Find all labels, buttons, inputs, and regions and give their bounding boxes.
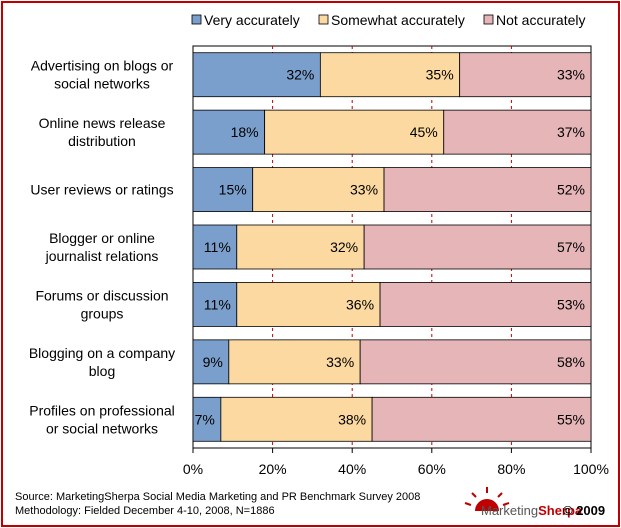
copyright: © 2009: [563, 503, 605, 518]
data-label: 52%: [557, 182, 585, 198]
data-label: 18%: [231, 124, 259, 140]
data-label: 7%: [195, 411, 215, 427]
category-label: blog: [89, 363, 115, 379]
category-label: Profiles on professional: [29, 402, 175, 418]
plot-area: 32% 35% 33% 18% 45% 37% 15% 33% 52% 11% 32% 57% 11% 3…: [192, 45, 592, 449]
bar-segment: [192, 282, 238, 327]
data-label: 38%: [338, 411, 366, 427]
x-tick-label: 80%: [497, 461, 525, 477]
category-labels: Advertising on blogs or social networks On…: [29, 58, 175, 437]
x-tick-label: 20%: [259, 461, 287, 477]
category-label: journalist relations: [45, 248, 159, 264]
legend-swatch: [483, 14, 494, 25]
data-label: 57%: [557, 239, 585, 255]
data-label: 32%: [286, 67, 314, 83]
data-label: 15%: [219, 182, 247, 198]
bar-segment: [264, 109, 445, 155]
x-tick-label: 60%: [418, 461, 446, 477]
legend-label: Not accurately: [496, 12, 585, 28]
bar-segment: [443, 109, 592, 155]
bar-segment: [363, 224, 592, 270]
bar-segment: [192, 339, 230, 385]
data-label: 53%: [557, 296, 585, 312]
source-line: Source: MarketingSherpa Social Media Mar…: [15, 491, 420, 503]
brand-name-part1: Marketing: [481, 503, 538, 518]
methodology-line: Methodology: Fielded December 4-10, 2008…: [15, 505, 275, 517]
category-label: Advertising on blogs or: [31, 58, 174, 74]
category-label: or social networks: [46, 420, 158, 436]
data-label: 37%: [557, 124, 585, 140]
data-label: 9%: [203, 354, 223, 370]
bar-segment: [236, 282, 381, 327]
category-label: Forums or discussion: [35, 287, 168, 303]
data-label: 36%: [346, 296, 374, 312]
bar-segment: [192, 52, 321, 98]
legend: Very accurately Somewhat accurately Not ac…: [191, 12, 585, 28]
data-label: 55%: [557, 411, 585, 427]
legend-label: Somewhat accurately: [331, 12, 465, 28]
legend-label: Very accurately: [204, 12, 300, 28]
category-label: User reviews or ratings: [30, 182, 173, 198]
sun-icon: [464, 487, 510, 511]
data-label: 33%: [326, 354, 354, 370]
legend-swatch: [318, 14, 329, 25]
x-tick-label: 40%: [338, 461, 366, 477]
bar-segment: [236, 224, 365, 270]
bar-segment: [383, 167, 592, 212]
legend-swatch: [191, 14, 202, 25]
data-label: 45%: [410, 124, 438, 140]
x-tick-label: 0%: [183, 461, 203, 477]
svg-text:MarketingSherpa: MarketingSherpa: [481, 503, 583, 518]
category-label: social networks: [54, 76, 150, 92]
data-label: 33%: [350, 182, 378, 198]
x-axis-ticks: 0% 20% 40% 60% 80% 100%: [183, 448, 609, 477]
bar-segment: [371, 396, 592, 442]
bar-segment: [459, 52, 592, 98]
category-label: Online news release: [39, 115, 166, 131]
category-label: Blogging on a company: [29, 345, 175, 361]
data-label: 33%: [557, 67, 585, 83]
bar-segment: [192, 109, 266, 155]
bar-segment: [192, 396, 222, 442]
data-label: 11%: [204, 296, 231, 312]
bar-segment: [319, 52, 461, 98]
category-label: groups: [81, 305, 124, 321]
data-label: 58%: [557, 354, 585, 370]
stacked-bar-chart: Very accurately Somewhat accurately Not ac…: [15, 12, 609, 518]
bar-segment: [359, 339, 592, 385]
data-label: 35%: [426, 67, 454, 83]
data-label: 11%: [204, 239, 231, 255]
brand-name-part2: Sherpa: [538, 503, 583, 518]
bar-segment: [220, 396, 373, 442]
bar-segment: [228, 339, 361, 385]
data-label: 32%: [330, 239, 358, 255]
marketingsherpa-logo: MarketingSherpa © 2009: [464, 487, 605, 518]
x-tick-label: 100%: [573, 461, 609, 477]
bar-segment: [379, 282, 592, 327]
category-label: Blogger or online: [49, 230, 155, 246]
category-label: distribution: [68, 133, 136, 149]
